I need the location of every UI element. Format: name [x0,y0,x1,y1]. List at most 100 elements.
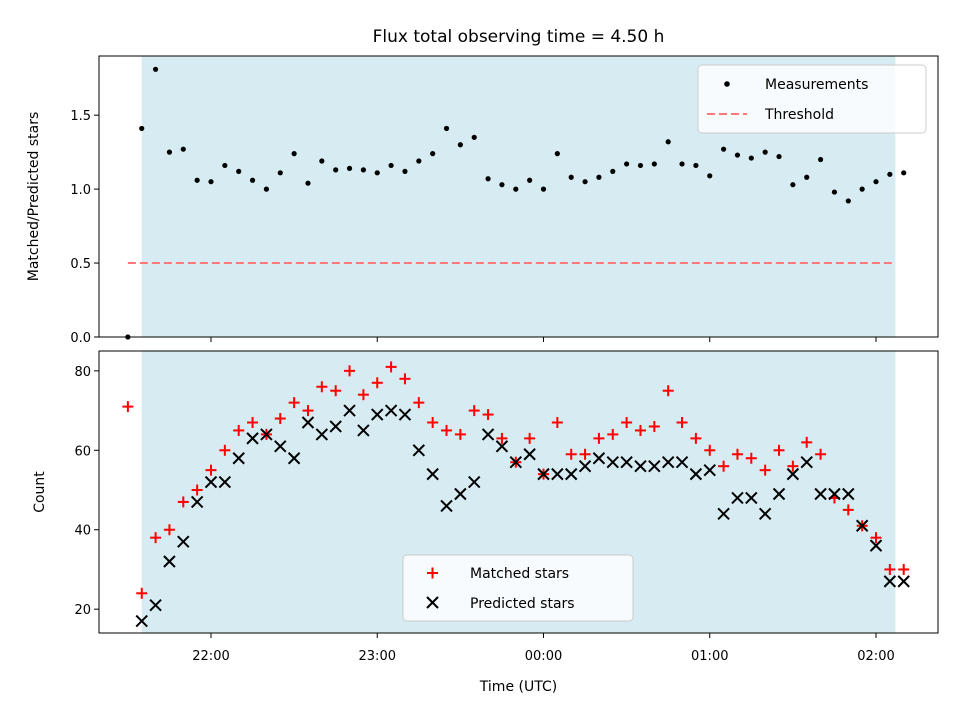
top-axes-frame [98,55,939,338]
measurement-point [859,186,865,192]
predicted-star-point [772,487,786,501]
x-tick-label: 02:00 [857,649,894,664]
measurement-point [416,158,422,164]
top-y-ticks: 0.0 0.5 1.0 1.5 [70,109,99,346]
legend-measurements-label: Measurements [765,77,868,93]
matched-star-point [676,416,688,428]
predicted-star-point [828,487,841,501]
measurement-point [624,161,630,167]
y-tick-label: 1.0 [70,183,91,198]
top-y-axis-label: Matched/Predicted stars [26,112,42,282]
top-legend-box [697,64,927,134]
matched-star-point [773,444,785,456]
predicted-star-point [177,535,190,548]
matched-star-point [316,381,328,393]
matched-star-point [842,504,854,516]
matched-star-point [607,428,619,440]
matched-star-point [787,460,799,472]
measurement-point [637,162,644,169]
measurement-point [568,174,574,180]
legend-threshold-label: Threshold [764,107,834,123]
matched-star-point [427,416,439,428]
predicted-star-point [565,467,578,481]
predicted-star-point [329,420,342,433]
predicted-star-point [551,467,564,481]
bottom-y-ticks: 20 40 60 80 [74,365,99,618]
predicted-star-point [661,456,675,469]
predicted-star-point [786,467,800,481]
y-tick-label: 20 [74,603,91,618]
measurement-point [804,174,810,180]
measurement-point [457,142,463,148]
predicted-star-point [232,452,245,465]
matched-star-point [274,413,286,425]
predicted-star-point [426,467,439,481]
legend-matched-label: Matched stars [470,566,569,582]
matched-star-point [870,532,882,544]
predicted-star-point [800,456,813,469]
bottom-legend: Matched stars Predicted stars [402,554,634,622]
measurement-point [443,125,450,132]
matched-star-point [621,416,633,428]
measurement-point [734,152,741,158]
predicted-star-point [454,487,467,501]
measurement-point [402,168,408,174]
matched-star-point [634,424,646,436]
predicted-star-point [675,456,689,469]
measurement-point [346,165,353,171]
matched-star-point [441,424,453,436]
matched-star-point [344,365,356,377]
measurement-point [554,151,560,157]
y-tick-label: 80 [74,365,91,380]
predicted-star-point [648,459,661,473]
predicted-star-point [745,491,758,505]
measurement-point [430,151,436,157]
y-tick-label: 60 [74,444,91,459]
x-tick-label: 22:00 [192,649,229,664]
measurement-point [222,162,228,169]
measurement-point [471,134,477,140]
measurement-point [485,176,491,182]
predicted-star-point [883,575,897,588]
matched-star-point [759,464,771,476]
measurement-point [748,155,754,161]
matched-star-point [247,416,259,428]
predicted-star-point [412,444,426,457]
measurement-point [249,177,256,183]
matched-star-point [593,432,605,444]
matched-star-point [884,563,896,575]
predicted-star-point [578,459,592,473]
predicted-star-point [634,459,647,473]
measurement-point [665,139,671,145]
legend-matched-marker [427,567,438,579]
matched-star-point [413,397,425,409]
bottom-axes-frame [98,350,939,634]
measurement-point [374,170,380,176]
legend-predicted-marker [426,596,439,609]
predicted-star-point [717,507,730,521]
measurement-point [707,173,713,179]
matched-star-point [288,397,300,409]
measurement-point [166,149,173,155]
predicted-star-point [620,456,633,469]
matched-star-point [704,444,716,456]
measurement-points [125,66,907,340]
predicted-star-point [287,452,301,465]
matched-star-point [801,436,813,448]
predicted-star-point [537,467,550,481]
measurement-point [513,186,519,192]
matched-star-point [205,464,217,476]
predicted-star-point [384,404,398,417]
predicted-star-point [468,475,481,489]
matched-star-point [371,377,383,389]
measurement-point [596,174,602,180]
matched-star-point [177,496,189,508]
predicted-star-point [398,408,412,421]
predicted-star-point [190,495,204,509]
predicted-star-point [440,499,453,513]
predicted-star-point [703,463,716,477]
measurement-point [679,161,685,167]
count-panel: 20 40 60 80 22:00 23:00 00:00 01:00 02:00 Count… [32,350,939,695]
y-tick-label: 0.5 [70,257,91,272]
